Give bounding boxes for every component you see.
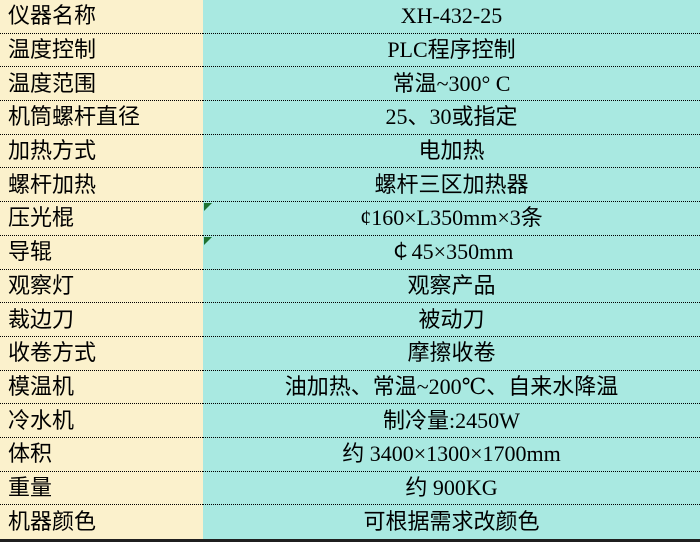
parameter-cell[interactable]: 压光棍 [0, 202, 203, 236]
value-text: ¢160×L350mm×3条 [360, 205, 543, 231]
parameter-label: 仪器名称 [8, 3, 97, 29]
table-row: 加热方式 电加热 [0, 134, 700, 169]
value-text: 被动刀 [418, 306, 485, 332]
cell-error-indicator-icon [204, 203, 212, 212]
parameter-label: 温度范围 [8, 70, 97, 96]
parameter-label: 裁边刀 [8, 306, 75, 332]
parameter-label: 加热方式 [8, 138, 97, 164]
table-row: 温度控制 PLC程序控制 [0, 33, 700, 68]
parameter-label: 重量 [8, 474, 53, 500]
parameter-cell[interactable]: 机筒螺杆直径 [0, 101, 203, 135]
table-row: 冷水机 制冷量:2450W [0, 404, 700, 438]
value-text: 常温~300° C [392, 70, 511, 96]
value-cell[interactable]: 电加热 [203, 134, 700, 169]
parameter-cell[interactable]: 收卷方式 [0, 336, 203, 371]
value-text: 观察产品 [407, 272, 496, 298]
table-row: 模温机 油加热、常温~200℃、自来水降温 [0, 370, 700, 405]
parameter-cell[interactable]: 重量 [0, 471, 203, 506]
parameter-label: 温度控制 [8, 37, 97, 63]
value-text: 油加热、常温~200℃、自来水降温 [284, 373, 619, 399]
parameter-label: 螺杆加热 [8, 171, 97, 197]
value-text: 电加热 [418, 138, 485, 164]
value-cell[interactable]: 约 900KG [203, 471, 700, 506]
value-cell[interactable]: 25、30或指定 [203, 101, 700, 135]
value-cell[interactable]: 常温~300° C [203, 67, 700, 102]
table-row: 机器颜色 可根据需求改颜色 [0, 505, 700, 539]
value-cell[interactable]: ￠45×350mm [203, 235, 700, 270]
parameter-label: 模温机 [8, 373, 75, 399]
value-cell[interactable]: ¢160×L350mm×3条 [203, 202, 700, 236]
table-row: 收卷方式 摩擦收卷 [0, 336, 700, 371]
value-cell[interactable]: 可根据需求改颜色 [203, 505, 700, 539]
table-row: 机筒螺杆直径 25、30或指定 [0, 101, 700, 135]
value-text: 25、30或指定 [385, 104, 518, 130]
value-text: XH-432-25 [400, 3, 503, 29]
table-row: 螺杆加热 螺杆三区加热器 [0, 168, 700, 203]
parameter-cell[interactable]: 模温机 [0, 370, 203, 405]
table-row: 观察灯 观察产品 [0, 269, 700, 304]
value-cell[interactable]: 螺杆三区加热器 [203, 168, 700, 203]
value-cell[interactable]: 观察产品 [203, 269, 700, 304]
cell-error-indicator-icon [204, 236, 212, 245]
parameter-cell[interactable]: 观察灯 [0, 269, 203, 304]
value-text: 螺杆三区加热器 [374, 171, 529, 197]
parameter-cell[interactable]: 机器颜色 [0, 505, 203, 539]
value-cell[interactable]: 约 3400×1300×1700mm [203, 437, 700, 472]
parameter-label: 导辊 [8, 239, 53, 265]
value-text: 约 900KG [405, 474, 498, 500]
table-row: 裁边刀 被动刀 [0, 303, 700, 337]
parameter-label: 机筒螺杆直径 [8, 104, 141, 130]
table-row: 重量 约 900KG [0, 471, 700, 506]
value-text: 可根据需求改颜色 [363, 509, 540, 535]
table-row: 体积 约 3400×1300×1700mm [0, 437, 700, 472]
parameter-label: 冷水机 [8, 407, 75, 433]
value-cell[interactable]: 摩擦收卷 [203, 336, 700, 371]
parameter-cell[interactable]: 加热方式 [0, 134, 203, 169]
value-cell[interactable]: XH-432-25 [203, 0, 700, 34]
parameter-cell[interactable]: 螺杆加热 [0, 168, 203, 203]
value-text: 摩擦收卷 [407, 340, 496, 366]
parameter-label: 收卷方式 [8, 340, 97, 366]
parameter-cell[interactable]: 温度范围 [0, 67, 203, 102]
parameter-label: 机器颜色 [8, 509, 97, 535]
value-text: ￠45×350mm [389, 239, 514, 265]
parameter-label: 压光棍 [8, 205, 75, 231]
table-row: 导辊 ￠45×350mm [0, 235, 700, 270]
parameter-label: 体积 [8, 441, 53, 467]
table-row: 压光棍 ¢160×L350mm×3条 [0, 202, 700, 236]
value-cell[interactable]: PLC程序控制 [203, 33, 700, 68]
value-cell[interactable]: 制冷量:2450W [203, 404, 700, 438]
table-row: 温度范围 常温~300° C [0, 67, 700, 102]
parameter-cell[interactable]: 仪器名称 [0, 0, 203, 34]
parameter-cell[interactable]: 冷水机 [0, 404, 203, 438]
value-text: 约 3400×1300×1700mm [342, 441, 561, 467]
table-row: 仪器名称 XH-432-25 [0, 0, 700, 34]
value-cell[interactable]: 油加热、常温~200℃、自来水降温 [203, 370, 700, 405]
parameter-cell[interactable]: 导辊 [0, 235, 203, 270]
parameter-cell[interactable]: 体积 [0, 437, 203, 472]
value-text: PLC程序控制 [387, 37, 516, 63]
parameter-cell[interactable]: 裁边刀 [0, 303, 203, 337]
parameter-cell[interactable]: 温度控制 [0, 33, 203, 68]
value-text: 制冷量:2450W [383, 407, 520, 433]
value-cell[interactable]: 被动刀 [203, 303, 700, 337]
parameter-label: 观察灯 [8, 272, 75, 298]
